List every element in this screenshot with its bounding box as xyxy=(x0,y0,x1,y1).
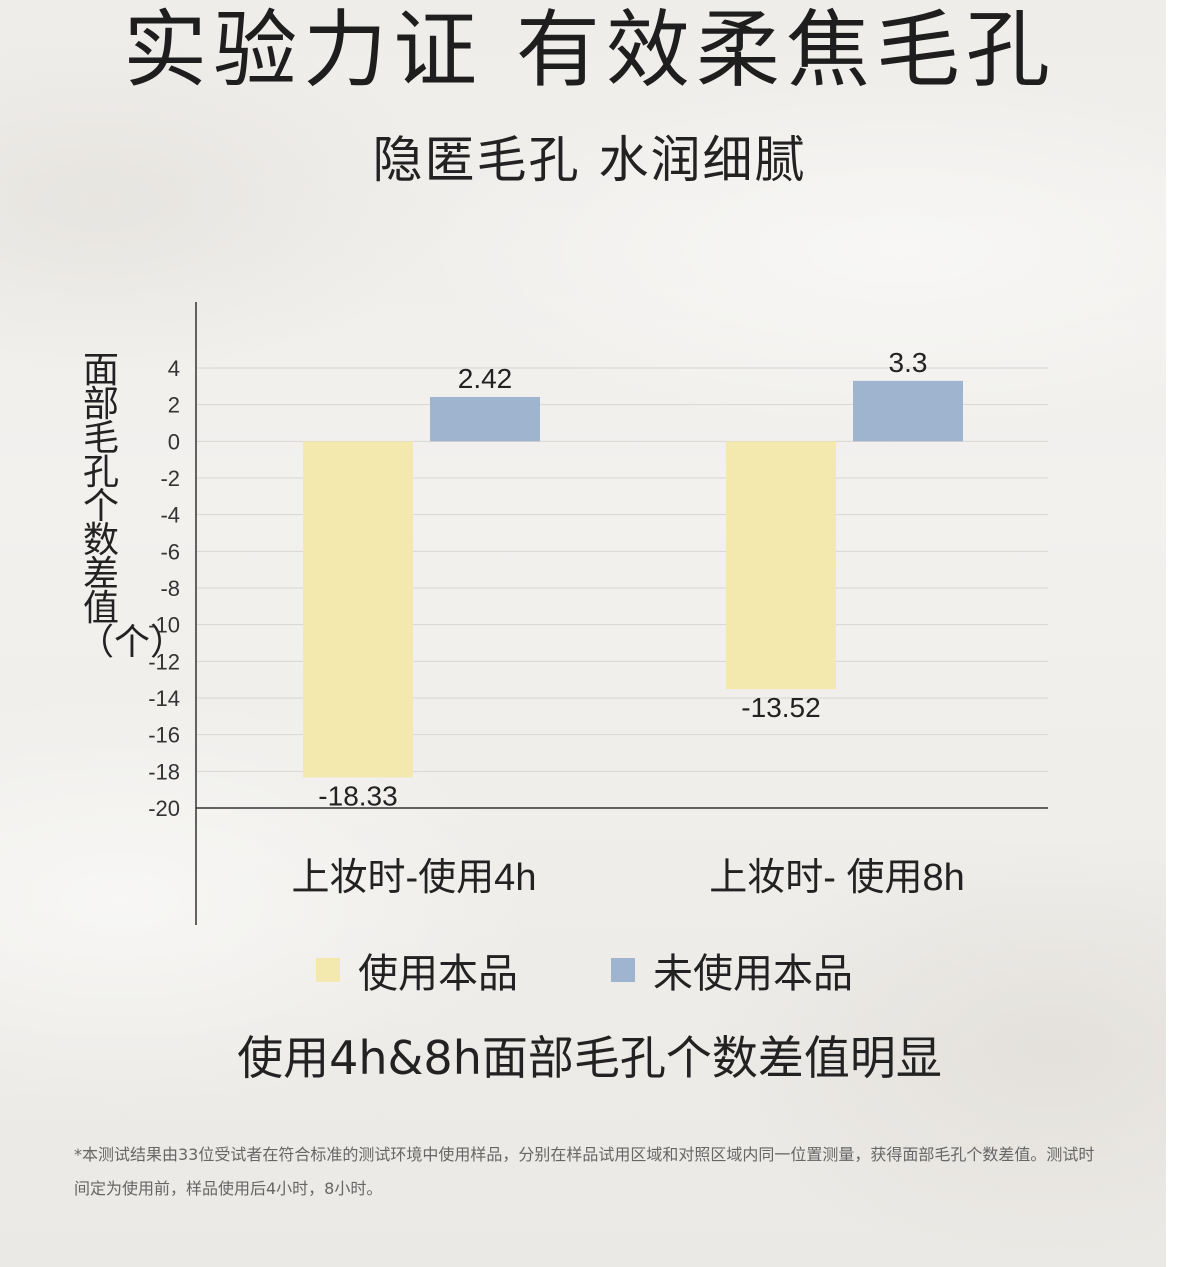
y-tick-label: -6 xyxy=(160,539,180,564)
data-label: 2.42 xyxy=(458,363,513,394)
data-label: -13.52 xyxy=(741,692,820,723)
bar-unused-1 xyxy=(430,396,540,442)
y-tick-label: -4 xyxy=(160,503,180,528)
legend-swatch-series-1 xyxy=(316,958,340,982)
page-subtitle: 隐匿毛孔 水润细腻 xyxy=(372,131,807,189)
legend-item-series-1: 使用本品 xyxy=(316,940,518,1000)
y-tick-label: -16 xyxy=(148,723,180,748)
bar-chart: 4 2 0 -2 -4 -6 -8 -10 -12 -14 -16 -18 -20 -18.33 2.42 上… xyxy=(148,302,1048,925)
bar-unused-2 xyxy=(853,380,963,442)
legend-label-series-2: 未使用本品 xyxy=(653,951,853,997)
bar-used-2 xyxy=(726,441,836,690)
legend-swatch-series-2 xyxy=(611,958,635,982)
y-tick-label: -18 xyxy=(148,759,180,784)
y-tick-label: -2 xyxy=(160,466,180,491)
x-category-label: 上妆时-使用4h xyxy=(292,857,537,899)
legend-label-series-1: 使用本品 xyxy=(358,951,518,997)
page-title: 实验力证 有效柔焦毛孔 xyxy=(123,1,1056,99)
bar-used-1 xyxy=(303,441,413,778)
y-tick-label: -8 xyxy=(160,576,180,601)
y-tick-label: 4 xyxy=(168,356,180,381)
y-tick-label: 2 xyxy=(168,393,180,418)
data-label: -18.33 xyxy=(318,780,397,811)
data-label: 3.3 xyxy=(889,347,928,378)
y-tick-label: 0 xyxy=(168,429,180,454)
x-category-label: 上妆时- 使用8h xyxy=(709,857,964,899)
y-tick-label: -20 xyxy=(148,796,180,821)
y-tick-label: -10 xyxy=(148,613,180,638)
chart-caption: 使用4h&8h面部毛孔个数差值明显 xyxy=(237,1031,942,1085)
chart-legend: 使用本品 未使用本品 xyxy=(0,940,1179,1000)
page-edge xyxy=(1166,0,1179,1267)
y-tick-label: -14 xyxy=(148,686,180,711)
legend-item-series-2: 未使用本品 xyxy=(611,940,853,1000)
footnote: *本测试结果由33位受试者在符合标准的测试环境中使用样品，分别在样品试用区域和对… xyxy=(74,1145,1095,1198)
y-tick-label: -12 xyxy=(148,649,180,674)
